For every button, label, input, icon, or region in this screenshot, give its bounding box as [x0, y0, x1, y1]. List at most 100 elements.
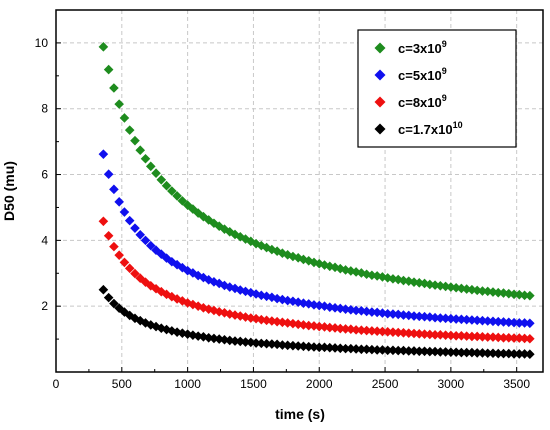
- data-point: [98, 216, 109, 227]
- data-point: [361, 325, 372, 336]
- data-point: [203, 332, 214, 343]
- data-point: [461, 314, 472, 325]
- data-point: [193, 208, 203, 218]
- data-point: [519, 349, 530, 359]
- data-point: [246, 337, 256, 348]
- data-point: [525, 333, 535, 344]
- data-point: [509, 349, 519, 359]
- data-point: [240, 312, 251, 322]
- legend-label-base: c=8x10: [398, 95, 442, 110]
- data-point: [467, 331, 477, 342]
- data-point: [124, 215, 135, 226]
- data-point: [324, 322, 335, 333]
- data-point: [435, 347, 446, 357]
- data-point: [172, 191, 182, 201]
- data-point: [109, 298, 119, 309]
- series-3: [98, 216, 535, 344]
- data-point: [98, 42, 109, 52]
- data-point: [372, 326, 382, 336]
- plot-frame: [55, 9, 544, 373]
- data-point: [145, 161, 156, 172]
- data-point: [156, 286, 167, 297]
- data-point: [188, 204, 198, 214]
- data-point: [514, 349, 525, 359]
- data-point: [130, 268, 140, 279]
- data-point: [498, 317, 509, 327]
- y-tick-label: 8: [41, 102, 48, 116]
- data-point: [124, 125, 135, 135]
- data-point: [493, 332, 504, 343]
- data-point: [361, 269, 372, 280]
- data-point: [456, 331, 467, 341]
- legend-label: c=8x109: [398, 93, 447, 110]
- data-point: [409, 277, 419, 287]
- data-point: [161, 180, 172, 191]
- legend-label: c=5x109: [398, 66, 447, 83]
- data-point: [177, 296, 188, 306]
- data-point: [403, 328, 414, 338]
- y-tick-label: 6: [41, 168, 48, 182]
- data-point: [414, 311, 425, 322]
- data-point: [235, 336, 246, 347]
- data-point: [346, 266, 356, 276]
- data-point: [335, 343, 346, 354]
- data-point: [503, 348, 514, 359]
- data-point: [114, 197, 124, 207]
- data-point: [377, 326, 388, 337]
- data-point: [430, 280, 440, 290]
- legend-label-base: c=3x10: [398, 41, 442, 56]
- data-point: [135, 229, 146, 240]
- legend-label-base: c=5x10: [398, 68, 442, 83]
- data-point: [130, 313, 140, 324]
- data-point: [514, 289, 525, 300]
- data-point: [425, 312, 435, 322]
- data-point: [425, 329, 435, 340]
- data-point: [509, 289, 519, 300]
- data-point: [203, 304, 214, 314]
- data-point: [303, 320, 314, 331]
- data-point: [346, 305, 356, 315]
- data-point: [451, 314, 461, 324]
- data-point: [156, 175, 167, 185]
- data-point: [340, 265, 351, 275]
- data-point: [498, 332, 509, 343]
- data-point: [309, 257, 319, 268]
- data-point: [430, 346, 440, 357]
- legend-label-exponent: 9: [442, 93, 447, 103]
- data-point: [461, 331, 472, 341]
- data-point: [356, 268, 367, 278]
- data-point: [377, 308, 388, 318]
- data-point: [267, 316, 277, 326]
- data-point: [103, 64, 114, 75]
- legend-label-base: c=1.7x10: [398, 122, 453, 137]
- data-point: [224, 309, 235, 319]
- data-point: [314, 342, 325, 353]
- data-point: [298, 320, 309, 330]
- data-point: [167, 186, 177, 196]
- data-point: [414, 346, 425, 357]
- data-point: [377, 345, 388, 355]
- data-point: [251, 338, 261, 348]
- y-tick-label: 10: [35, 36, 49, 50]
- data-point: [356, 344, 367, 355]
- data-point: [435, 330, 446, 340]
- data-point: [403, 346, 414, 356]
- data-point: [235, 231, 246, 242]
- data-point: [482, 348, 493, 359]
- data-point: [182, 329, 193, 339]
- legend-box: [357, 29, 517, 148]
- data-point: [372, 307, 382, 318]
- data-point: [525, 349, 535, 360]
- data-point: [272, 339, 282, 350]
- data-point: [346, 324, 356, 335]
- data-point: [388, 327, 398, 337]
- series-2: [98, 149, 535, 329]
- data-point: [519, 290, 530, 301]
- data-point: [435, 280, 446, 291]
- data-point: [446, 330, 456, 341]
- data-point: [282, 250, 293, 260]
- data-point: [251, 238, 261, 249]
- data-point: [256, 290, 267, 301]
- data-point: [472, 285, 482, 296]
